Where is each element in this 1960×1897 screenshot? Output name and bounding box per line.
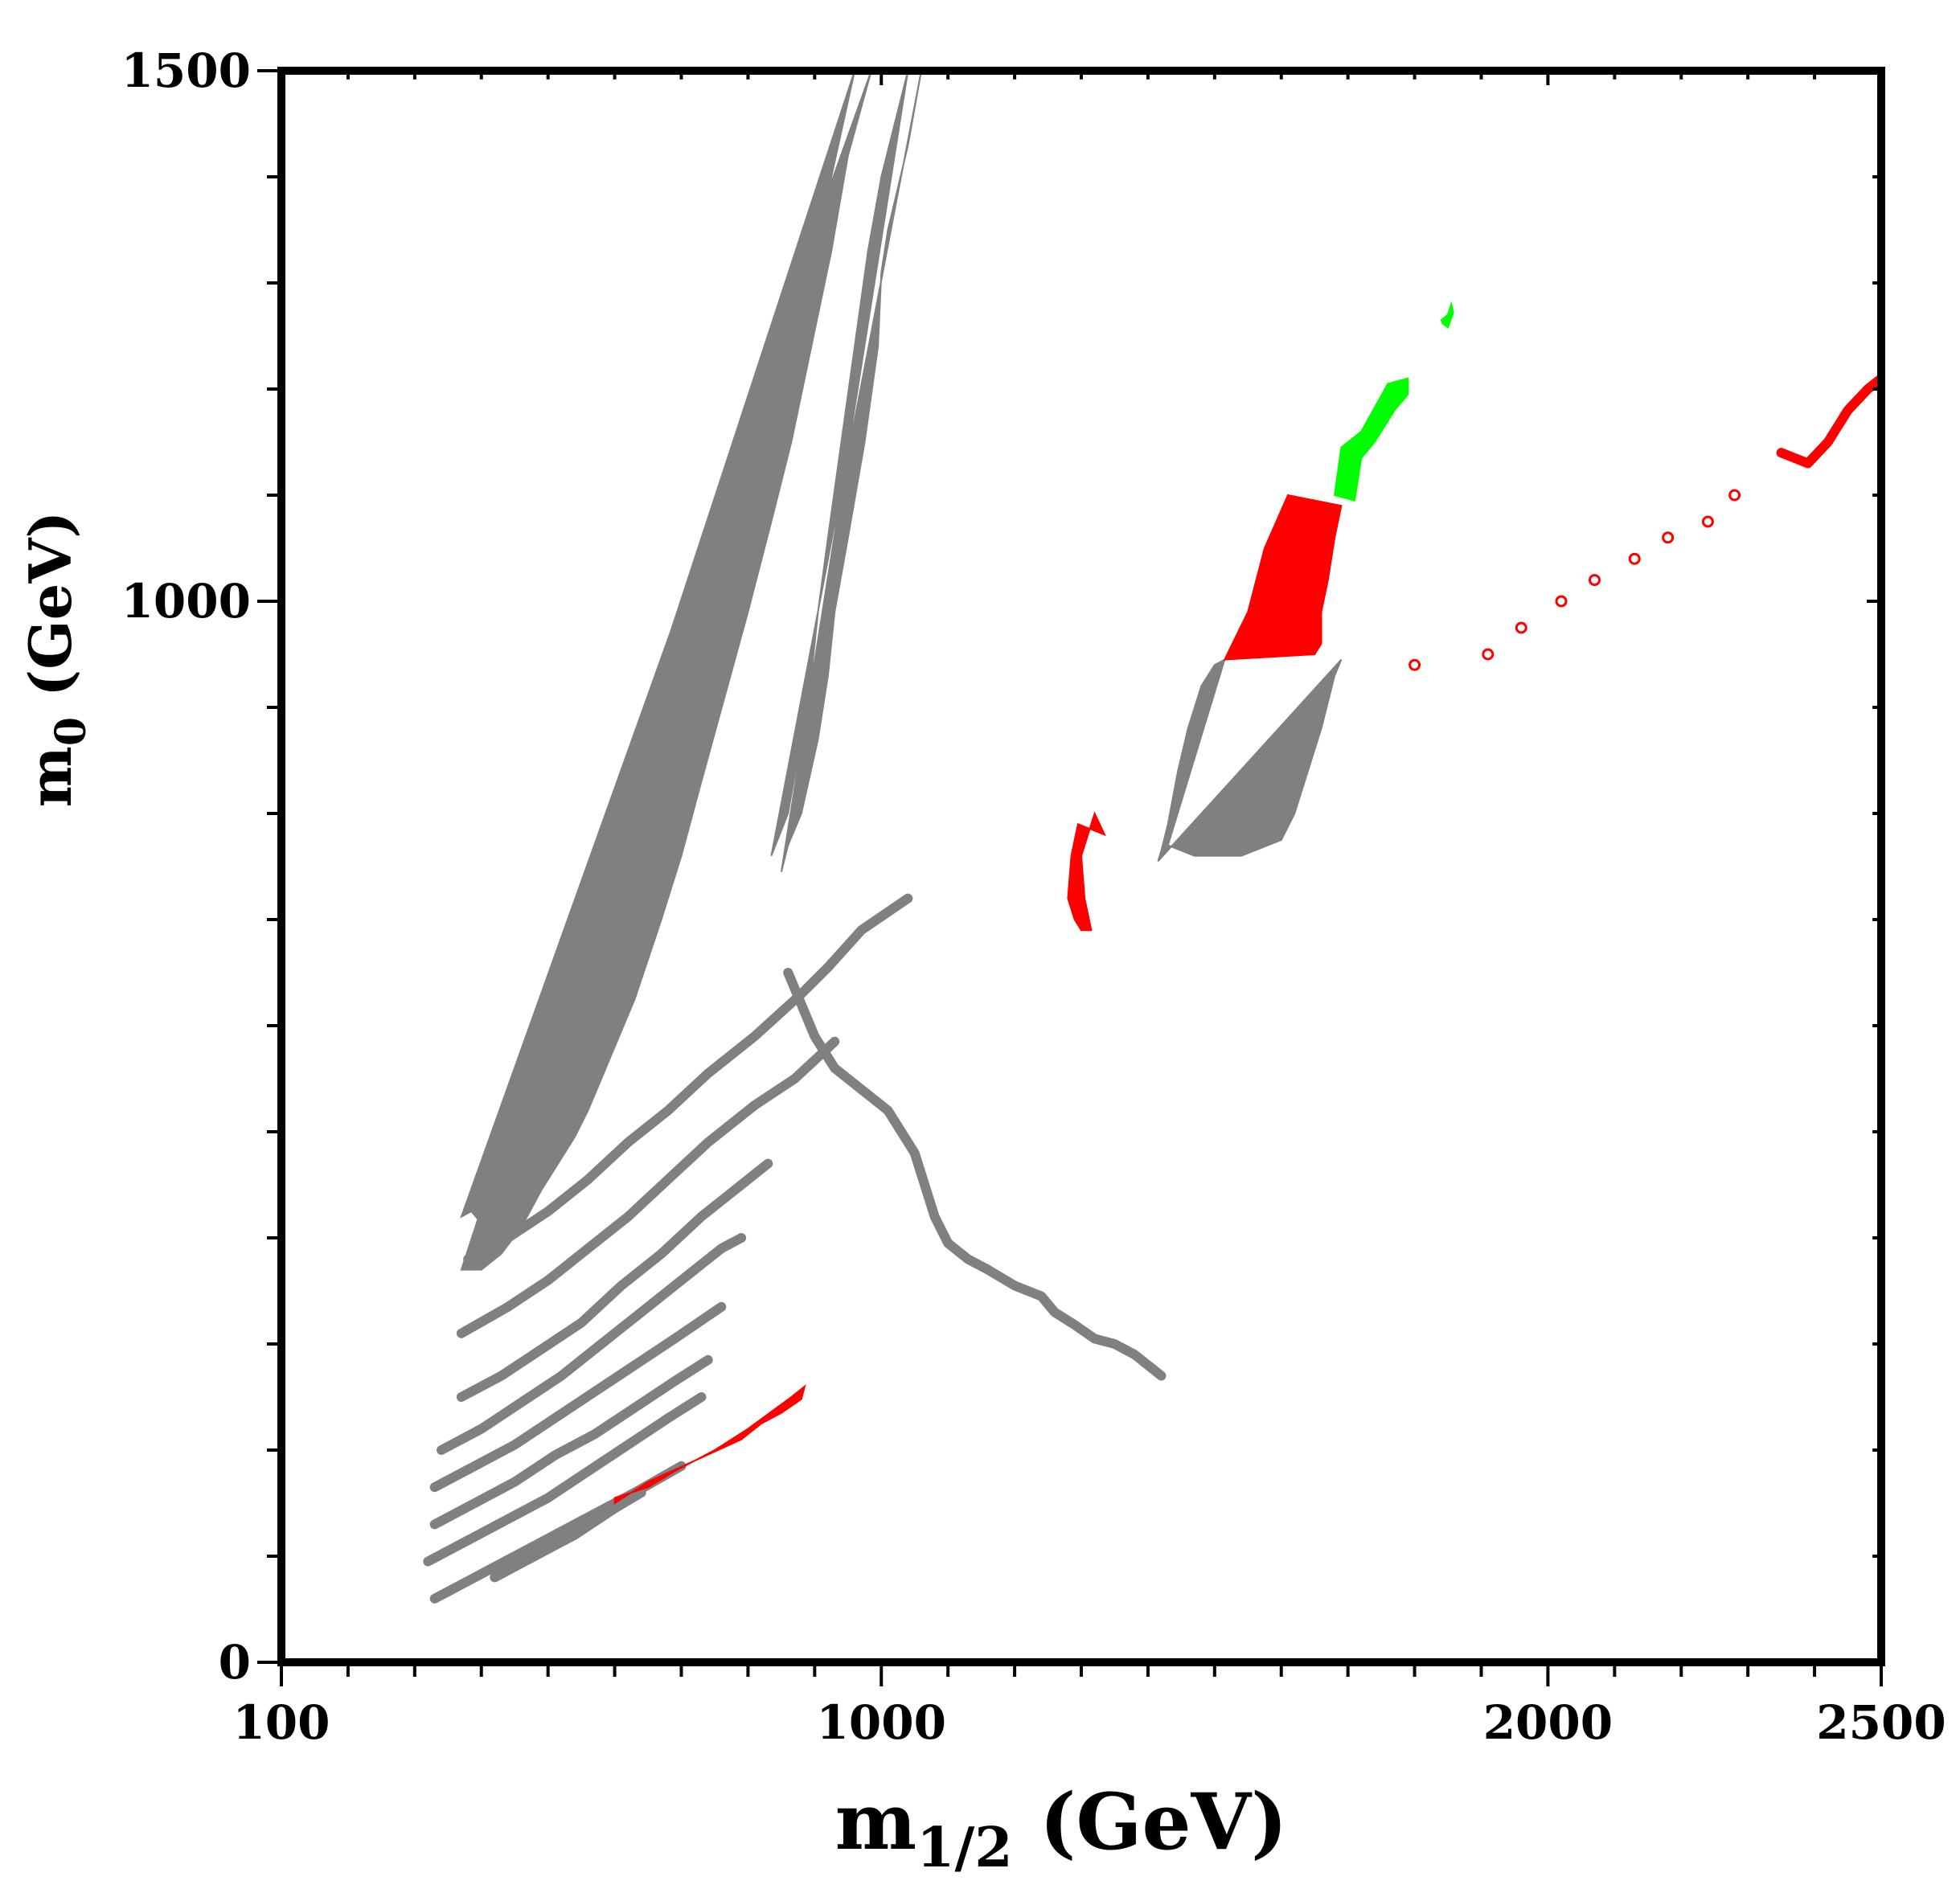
series-red-region-middle (1067, 811, 1106, 932)
series-grey-contour-2 (456, 1036, 840, 1338)
x-axis-title-unit: (GeV) (1013, 1776, 1288, 1867)
series-red-dots-point-6 (1662, 531, 1675, 544)
series-green-region (1333, 377, 1409, 502)
y-axis-title-unit: (GeV) (16, 511, 84, 717)
series-red-dots-point-7 (1701, 515, 1714, 528)
x-axis-title: m1/2 (GeV) (835, 1776, 1288, 1880)
series-red-dots-point-3 (1555, 595, 1568, 608)
series-red-region-upper (1223, 494, 1343, 661)
series-grey-contour-5 (429, 1301, 727, 1493)
x-tick-label-2500: 2500 (1816, 1695, 1946, 1750)
series-grey-contour-3 (456, 1158, 773, 1402)
ticks-layer (257, 69, 1883, 1686)
series-grey-contour-7 (423, 1392, 707, 1567)
series-green-blob (1440, 301, 1454, 330)
series-red-dots-point-5 (1628, 552, 1641, 565)
x-tick-label-2000: 2000 (1483, 1695, 1613, 1750)
series-grey-contour-4 (437, 1233, 747, 1455)
y-axis-title-main: m (16, 746, 84, 807)
series-grey-contour-6 (429, 1354, 713, 1530)
x-tick-label-1000: 1000 (817, 1695, 946, 1750)
x-axis-title-sub: 1/2 (916, 1816, 1012, 1880)
series-red-dots-point-0 (1408, 658, 1421, 671)
series-grey-band-left (460, 71, 872, 1271)
y-axis-title-sub: 0 (47, 717, 96, 746)
series-red-region-lower (613, 1384, 806, 1505)
series-red-dots-point-2 (1515, 621, 1527, 634)
y-tick-label-1000: 1000 (121, 574, 251, 629)
y-tick-label-0: 0 (219, 1635, 251, 1690)
y-tick-label-1500: 1500 (121, 43, 251, 98)
x-tick-label-100: 100 (232, 1695, 330, 1750)
series-layer (423, 71, 1881, 1604)
series-grey-contour-9 (490, 1487, 646, 1583)
series-grey-boundary-lower (783, 968, 1167, 1381)
series-grey-contour-1 (463, 893, 913, 1264)
series-grey-band-right (1157, 658, 1343, 862)
tick-labels-layer: 100 1000 2000 2500 0 1000 1500 (121, 43, 1946, 1750)
series-red-dots-point-8 (1728, 489, 1741, 502)
x-axis-title-main: m (835, 1776, 917, 1867)
series-red-dots-point-4 (1588, 574, 1601, 587)
y-axis-title: m0 (GeV) (16, 511, 96, 808)
series-red-edge-line (1776, 373, 1881, 469)
series-red-dots-point-1 (1482, 648, 1495, 661)
series-grey-band-middle (770, 71, 922, 872)
